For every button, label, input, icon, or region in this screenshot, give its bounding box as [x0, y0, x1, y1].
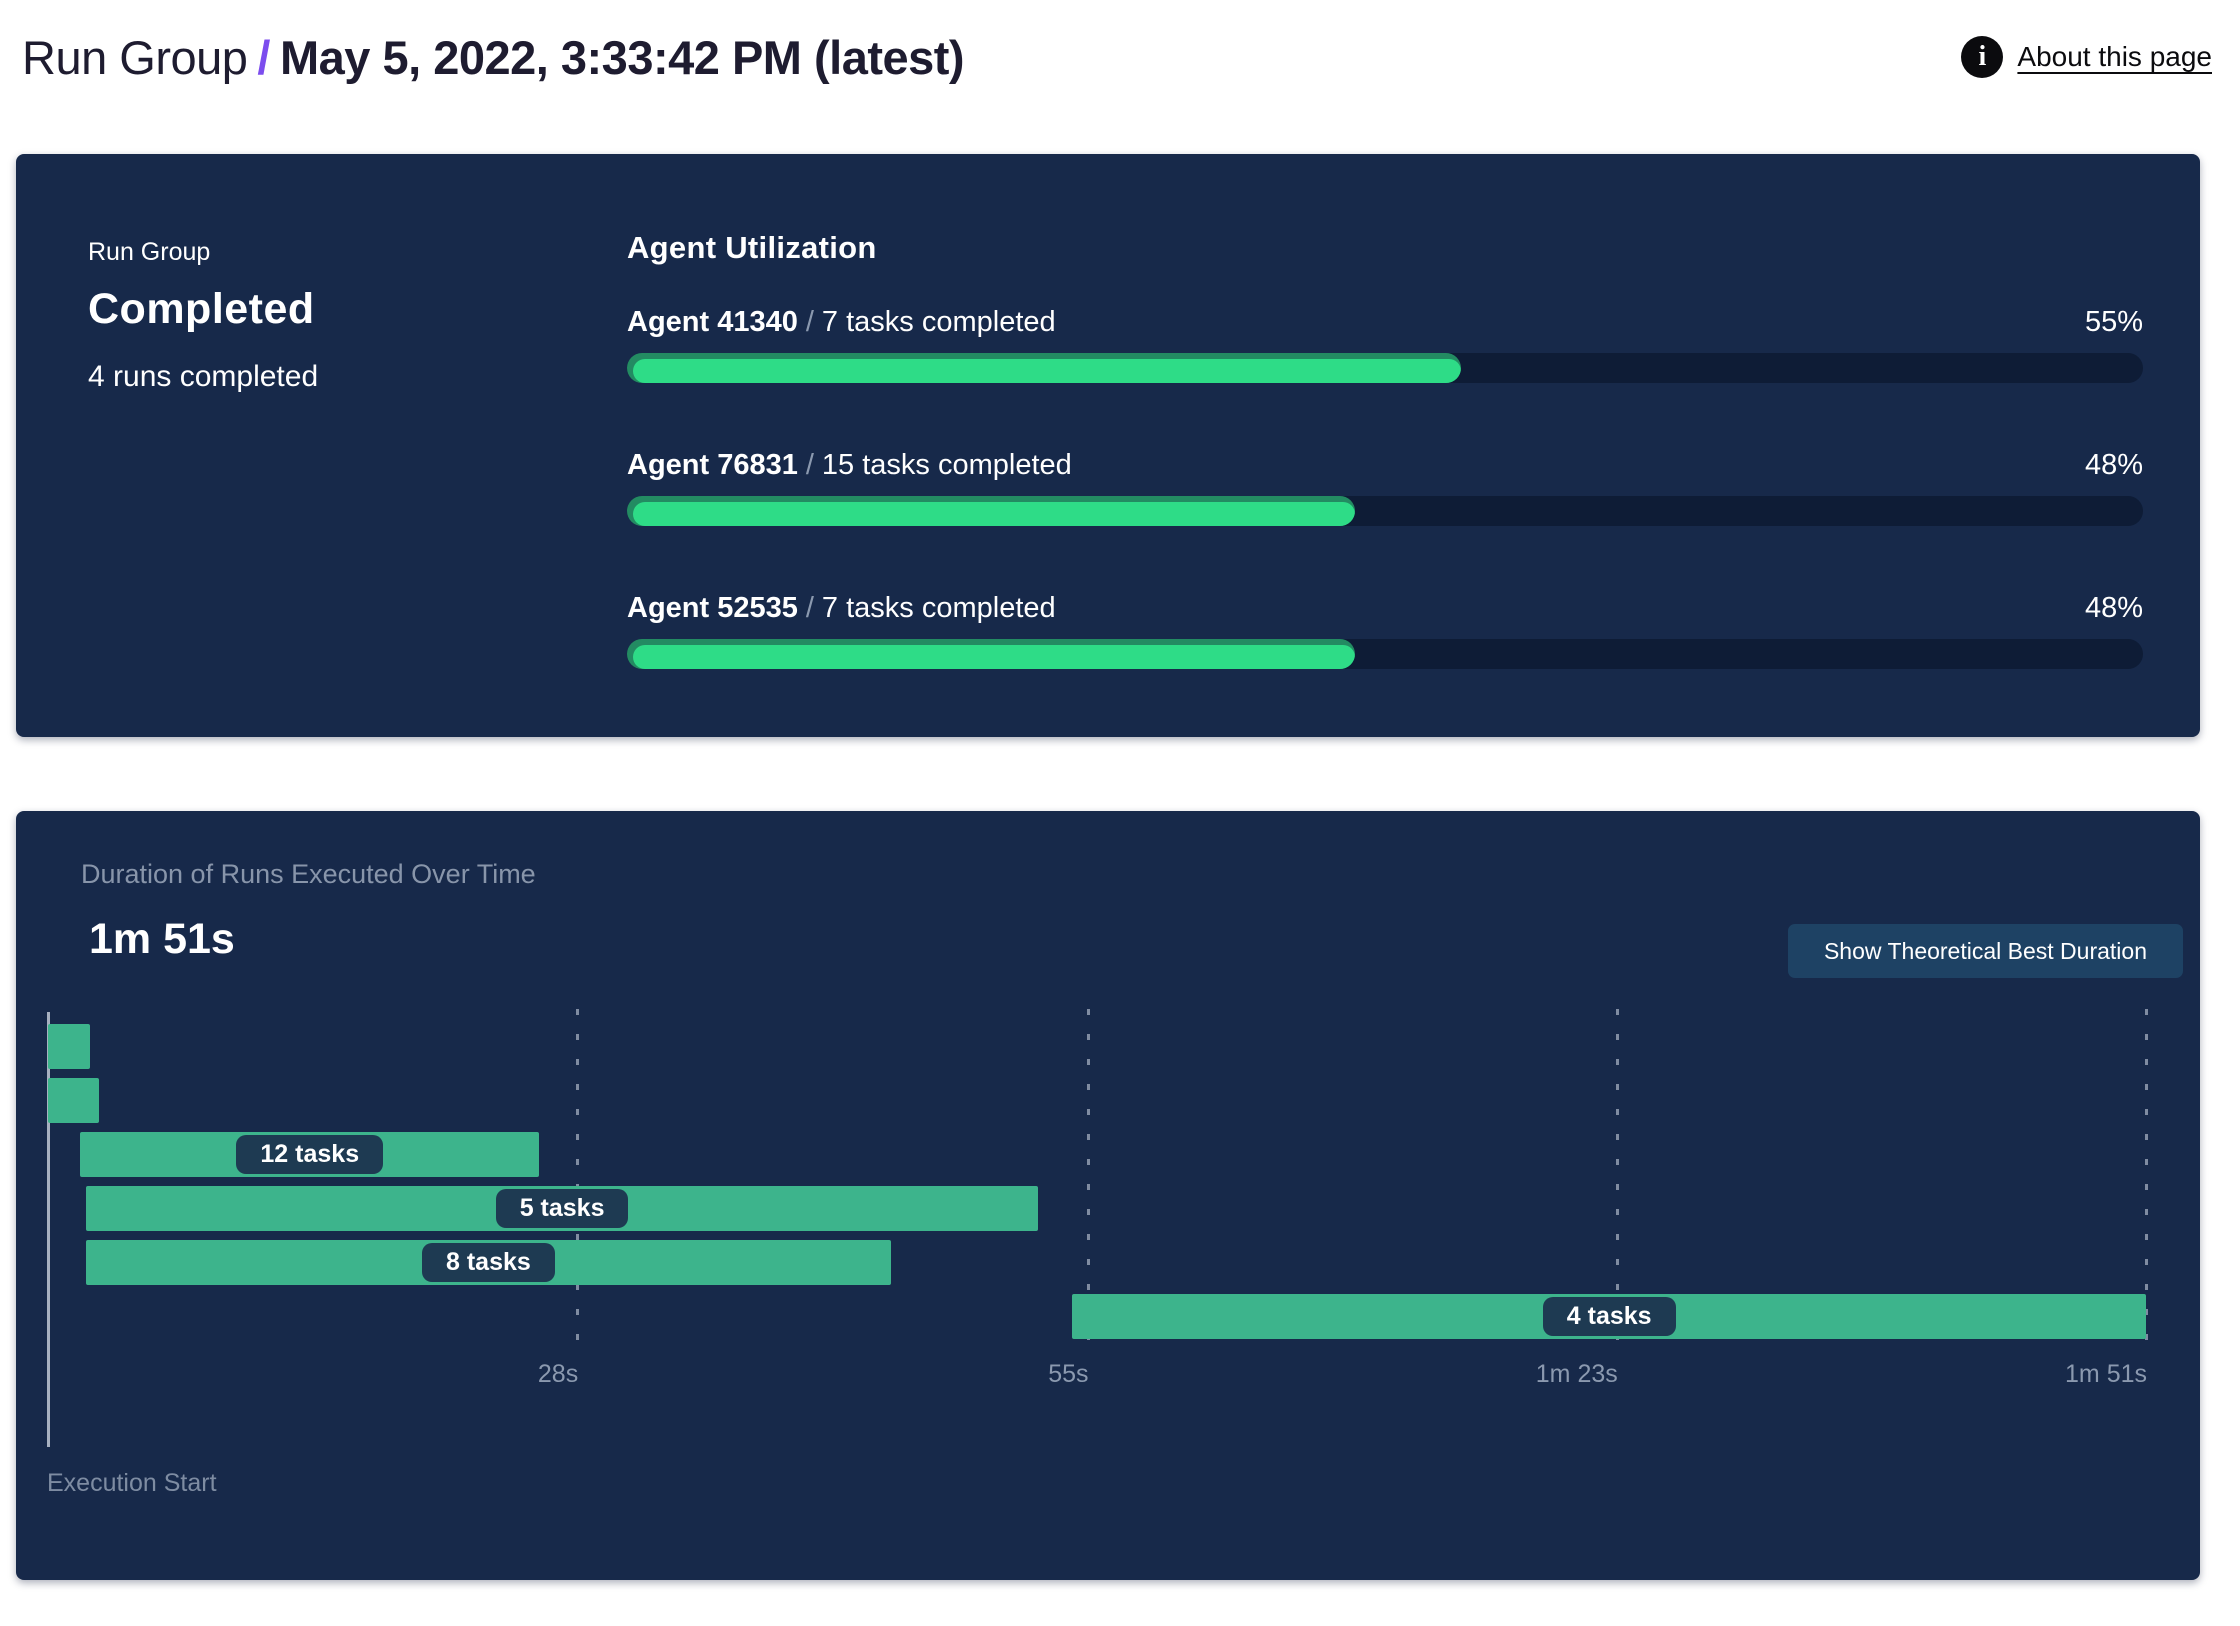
- agent-utilization-row: Agent 76831/15 tasks completed 48%: [627, 449, 2143, 526]
- gantt-bar-task-count-pill: 5 tasks: [495, 1189, 629, 1228]
- agent-row-label: Agent 52535/7 tasks completed: [627, 592, 1056, 625]
- gantt-run-bar[interactable]: 8 tasks: [85, 1240, 891, 1285]
- agent-utilization-percent: 48%: [2084, 449, 2143, 481]
- page-title: May 5, 2022, 3:33:42 PM (latest): [279, 30, 965, 84]
- execution-start-label: Execution Start: [47, 1469, 217, 1497]
- utilization-progress-fill: [627, 496, 1355, 526]
- breadcrumb-separator: /: [257, 30, 270, 84]
- run-duration-gantt-chart: Execution Start 28s 55s 1m 23s 1m 51s 12 tas…: [16, 811, 2200, 1580]
- agent-utilization-title: Agent Utilization: [627, 230, 877, 265]
- run-group-summary-panel: Run Group Completed 4 runs completed Age…: [16, 154, 2200, 737]
- utilization-progress-fill: [627, 639, 1355, 669]
- gantt-run-bar[interactable]: 4 tasks: [1072, 1294, 2146, 1339]
- agent-tasks-completed: 7 tasks completed: [821, 592, 1056, 624]
- status-card-label: Run Group: [88, 238, 211, 266]
- gantt-run-bar[interactable]: [48, 1078, 100, 1123]
- duration-panel: Duration of Runs Executed Over Time 1m 5…: [16, 811, 2200, 1580]
- gridline: [1615, 1009, 1619, 1357]
- breadcrumb: Run Group / May 5, 2022, 3:33:42 PM (lates…: [22, 30, 965, 85]
- page-header: Run Group / May 5, 2022, 3:33:42 PM (lates…: [0, 0, 2240, 96]
- duration-chart-title: Duration of Runs Executed Over Time: [81, 859, 536, 889]
- agent-utilization-rows: Agent 41340/7 tasks completed 55% Agent …: [627, 306, 2143, 669]
- gantt-bar-task-count-pill: 12 tasks: [236, 1135, 384, 1174]
- agent-utilization-percent: 55%: [2084, 306, 2143, 338]
- x-axis-tick-label: 1m 23s: [1535, 1360, 1618, 1388]
- agent-utilization-row: Agent 41340/7 tasks completed 55%: [627, 306, 2143, 383]
- agent-row-separator: /: [805, 592, 814, 624]
- agent-row-label: Agent 41340/7 tasks completed: [627, 306, 1056, 339]
- total-duration-value: 1m 51s: [89, 915, 235, 963]
- utilization-progress-track: [627, 496, 2143, 526]
- agent-tasks-completed: 15 tasks completed: [821, 449, 1072, 481]
- agent-utilization-row: Agent 52535/7 tasks completed 48%: [627, 592, 2143, 669]
- y-axis-line: [47, 1012, 50, 1447]
- gridline: [2145, 1009, 2148, 1357]
- utilization-progress-fill: [627, 353, 1461, 383]
- agent-id: Agent 52535: [627, 592, 798, 624]
- run-group-status-card: Run Group Completed 4 runs completed: [88, 238, 318, 394]
- utilization-progress-track: [627, 639, 2143, 669]
- agent-row-separator: /: [805, 449, 814, 481]
- gantt-run-bar[interactable]: 5 tasks: [85, 1186, 1039, 1231]
- status-badge: Completed: [88, 285, 315, 333]
- agent-tasks-completed: 7 tasks completed: [821, 306, 1056, 338]
- utilization-progress-track: [627, 353, 2143, 383]
- x-axis-tick-label: 28s: [537, 1360, 579, 1388]
- agent-utilization-percent: 48%: [2084, 592, 2143, 624]
- agent-row-label: Agent 76831/15 tasks completed: [627, 449, 1072, 482]
- agent-row-separator: /: [805, 306, 814, 338]
- info-icon: i: [1961, 36, 2004, 78]
- runs-completed-count: 4 runs completed: [88, 360, 319, 393]
- breadcrumb-run-group: Run Group: [22, 30, 248, 84]
- x-axis-tick-label: 55s: [1048, 1360, 1089, 1388]
- agent-id: Agent 41340: [627, 306, 798, 338]
- gantt-bar-task-count-pill: 8 tasks: [421, 1243, 555, 1282]
- gridline: [576, 1009, 580, 1357]
- gridline: [1086, 1009, 1090, 1357]
- about-this-page[interactable]: i About this page: [1961, 36, 2212, 78]
- gantt-run-bar[interactable]: [48, 1024, 90, 1069]
- gantt-run-bar[interactable]: 12 tasks: [80, 1132, 540, 1177]
- show-theoretical-best-duration-button[interactable]: Show Theoretical Best Duration: [1787, 924, 2183, 978]
- about-this-page-link[interactable]: About this page: [2017, 41, 2212, 72]
- agent-id: Agent 76831: [627, 449, 798, 481]
- x-axis-tick-label: 1m 51s: [2065, 1360, 2147, 1388]
- agent-utilization-section: Agent Utilization Agent 41340/7 tasks co…: [627, 230, 2143, 735]
- gantt-bar-task-count-pill: 4 tasks: [1542, 1297, 1676, 1336]
